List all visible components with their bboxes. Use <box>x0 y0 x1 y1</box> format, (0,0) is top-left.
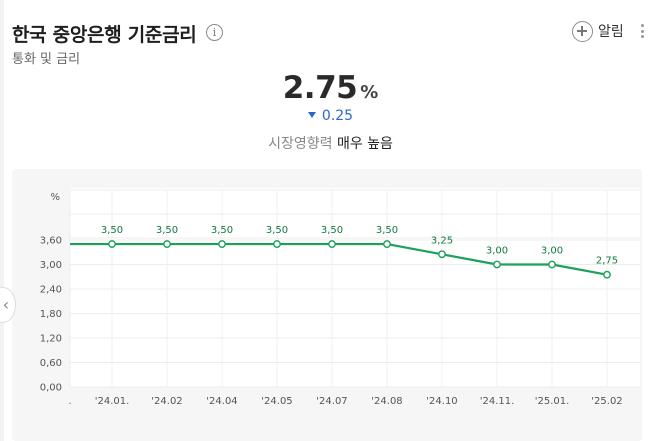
data-point <box>438 250 446 259</box>
data-point <box>108 240 116 248</box>
x-tick-label: '24.02 <box>151 396 182 407</box>
data-point <box>273 240 281 248</box>
info-icon[interactable]: i <box>206 24 223 41</box>
category-subtitle: 통화 및 금리 <box>12 52 81 67</box>
data-point <box>218 240 226 248</box>
down-triangle-icon <box>307 112 316 118</box>
current-value: 2.75% <box>0 70 661 106</box>
x-tick-label: '24.10 <box>426 396 457 407</box>
impact-prefix: 시장영향력 <box>268 136 333 152</box>
y-unit-label: % <box>50 192 60 203</box>
data-point <box>493 260 501 269</box>
data-label: 2,75 <box>596 256 618 267</box>
alert-button[interactable]: 알림 <box>572 20 624 42</box>
chart-panel: % 3,60 3,00 2,40 1,80 1,20 0,60 0,00. '24.01. '24… <box>12 169 642 441</box>
x-tick-label: '24.08 <box>371 396 402 407</box>
alert-label: 알림 <box>598 24 624 40</box>
y-tick-label: 3,00 <box>40 260 62 271</box>
y-tick-label: 1,80 <box>40 309 62 320</box>
y-tick-label: 0,60 <box>40 358 62 369</box>
rate-value: 2.75 <box>282 70 358 106</box>
x-tick-label: '24.11. <box>480 396 515 407</box>
data-point <box>328 240 336 248</box>
data-point <box>603 270 611 279</box>
rate-change: 0.25 <box>0 108 661 124</box>
more-vertical-icon[interactable] <box>638 22 646 40</box>
change-value: 0.25 <box>321 108 354 124</box>
x-tick-label: . <box>68 396 71 407</box>
y-tick-label: 3,60 <box>40 236 62 247</box>
plot-area <box>70 188 640 387</box>
x-tick-label: '24.01. <box>95 396 130 407</box>
x-tick-label: '24.04 <box>206 396 237 407</box>
data-label: 3,00 <box>486 246 508 257</box>
impact-level: 매우 높음 <box>336 136 393 152</box>
data-label: 3,50 <box>211 225 233 236</box>
market-impact: 시장영향력 매우 높음 <box>0 133 661 153</box>
plus-circle-icon <box>572 20 593 42</box>
data-label: 3,00 <box>541 246 563 257</box>
y-tick-label: 0,00 <box>40 383 62 394</box>
y-tick-label: 1,20 <box>40 334 62 345</box>
data-label: 3,50 <box>156 225 178 236</box>
x-tick-label: '24.07 <box>316 396 347 407</box>
rate-unit: % <box>360 82 379 103</box>
data-point <box>383 240 391 248</box>
data-point <box>548 260 556 269</box>
data-label: 3,50 <box>321 225 343 236</box>
data-point <box>163 240 171 248</box>
x-tick-label: '25.01. <box>535 396 570 407</box>
page-title: 한국 중앙은행 기준금리 <box>12 24 197 46</box>
x-tick-label: '25.02 <box>591 396 622 407</box>
x-tick-label: '24.05 <box>261 396 292 407</box>
data-label: 3,50 <box>101 225 123 236</box>
data-label: 3,50 <box>376 225 398 236</box>
data-label: 3,25 <box>431 235 453 246</box>
card-edge <box>0 0 4 441</box>
rate-line-chart: % 3,60 3,00 2,40 1,80 1,20 0,60 0,00. '24.01. '24… <box>40 188 640 407</box>
data-label: 3,50 <box>266 225 288 236</box>
y-tick-label: 2,40 <box>40 285 62 296</box>
